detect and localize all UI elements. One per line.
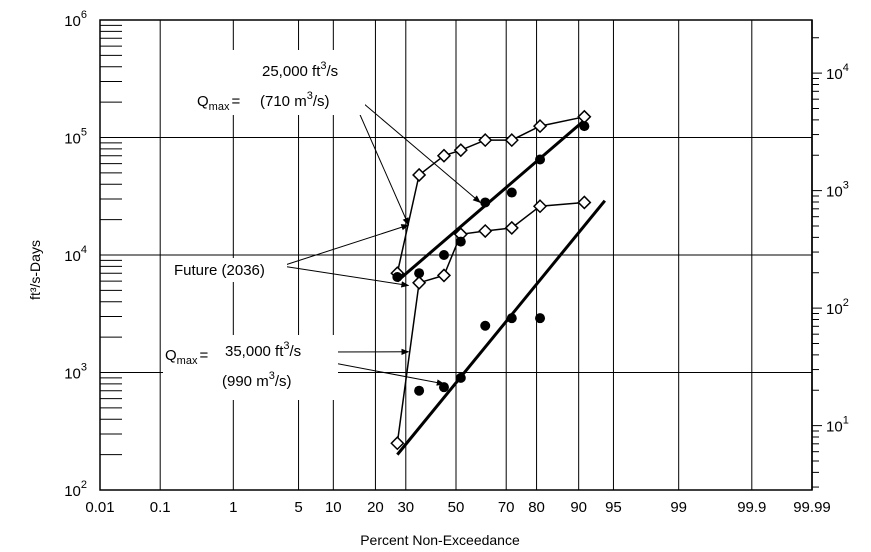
diamond-point xyxy=(436,268,452,283)
y2-tick-label: 101 xyxy=(826,415,849,436)
right-axis xyxy=(811,20,822,490)
circle-point xyxy=(438,250,449,260)
diamond-point xyxy=(504,133,519,148)
fit-line xyxy=(396,199,606,456)
diamond-point xyxy=(577,195,592,210)
annotation-future: Future (2036) xyxy=(170,258,287,282)
circle-point xyxy=(414,385,425,396)
x-tick-label: 5 xyxy=(294,499,302,516)
x-tick-label: 50 xyxy=(448,499,465,516)
diamond-point xyxy=(453,143,468,158)
circle-point xyxy=(535,154,546,165)
data-points xyxy=(390,109,592,451)
x-tick-label: 99 xyxy=(670,499,687,516)
diamond-point xyxy=(478,133,493,148)
x-tick-label: 90 xyxy=(570,499,587,516)
circle-point xyxy=(455,372,466,383)
future-label: Future (2036) xyxy=(174,262,265,279)
circle-point xyxy=(480,197,491,208)
y-tick-label: 103 xyxy=(64,362,87,383)
annotation-arrow xyxy=(281,265,410,288)
diamond-point xyxy=(532,119,548,134)
x-tick-label: 20 xyxy=(367,499,384,516)
diamond-point xyxy=(478,223,493,239)
circle-point xyxy=(535,313,546,324)
fit-lines xyxy=(396,119,606,456)
circle-point xyxy=(438,382,449,393)
circle-point xyxy=(392,271,403,282)
y2-tick-label: 103 xyxy=(826,180,849,201)
q35-value: 35,000 ft3/s xyxy=(225,340,301,360)
q25-value: 25,000 ft3/s xyxy=(262,60,338,80)
y-tick-label: 105 xyxy=(64,127,87,148)
y-tick-label: 106 xyxy=(64,9,87,30)
series-line xyxy=(396,201,585,444)
q35-label: Qmax = xyxy=(165,347,208,367)
circle-point xyxy=(506,313,517,324)
y2-tick-label: 104 xyxy=(826,62,849,83)
diamond-point xyxy=(412,167,427,183)
x-tick-label: 95 xyxy=(605,499,622,516)
y-tick-labels: 102 103 104 105 106 xyxy=(64,9,87,500)
y-axis-label: ft³/s-Days xyxy=(27,240,43,300)
circle-point xyxy=(579,121,590,132)
annotation-arrow xyxy=(281,224,410,267)
x-tick-label: 99.99 xyxy=(793,499,831,516)
grid-lines xyxy=(99,19,813,491)
annotation-qmax-35000: Qmax = 35,000 ft3/s (990 m3/s) xyxy=(163,335,338,400)
x-tick-label: 0.01 xyxy=(85,499,114,516)
x-tick-label: 10 xyxy=(325,499,342,516)
diamond-point xyxy=(504,220,519,235)
x-tick-label: 0.1 xyxy=(150,499,171,516)
y2-tick-label: 102 xyxy=(826,297,849,318)
diamond-point xyxy=(390,436,405,451)
series-connect-lines xyxy=(396,116,585,444)
diamond-point xyxy=(532,199,548,214)
y-tick-label: 102 xyxy=(64,479,87,500)
circle-point xyxy=(480,320,491,331)
fit-line xyxy=(396,119,586,283)
annotation-arrow xyxy=(349,91,481,203)
circle-point xyxy=(455,236,466,247)
circle-point xyxy=(414,268,425,279)
circle-point xyxy=(506,187,517,198)
x-axis-label: Percent Non-Exceedance xyxy=(360,532,520,548)
diamond-point xyxy=(436,148,452,163)
diamond-point xyxy=(412,275,427,290)
q25-metric: (710 m3/s) xyxy=(260,90,329,110)
q35-metric: (990 m3/s) xyxy=(222,370,291,390)
x-tick-label: 80 xyxy=(528,499,545,516)
y-tick-label: 104 xyxy=(64,244,87,265)
annotation-qmax-25000: Qmax = 25,000 ft3/s (710 m3/s) xyxy=(190,50,365,115)
diamond-point xyxy=(577,109,592,124)
minor-ticks xyxy=(100,24,122,456)
x-tick-label: 1 xyxy=(229,499,237,516)
q25-label: Qmax = xyxy=(197,93,240,113)
x-tick-label: 70 xyxy=(498,499,515,516)
x-tick-label: 30 xyxy=(397,499,414,516)
annotation-arrow xyxy=(317,359,445,386)
x-tick-labels: 0.01 0.1 1 5 10 20 30 50 70 80 90 95 99 99.9 99.99 xyxy=(85,499,830,516)
x-tick-label: 99.9 xyxy=(737,499,766,516)
y2-tick-labels: 101 102 103 104 xyxy=(826,62,849,436)
